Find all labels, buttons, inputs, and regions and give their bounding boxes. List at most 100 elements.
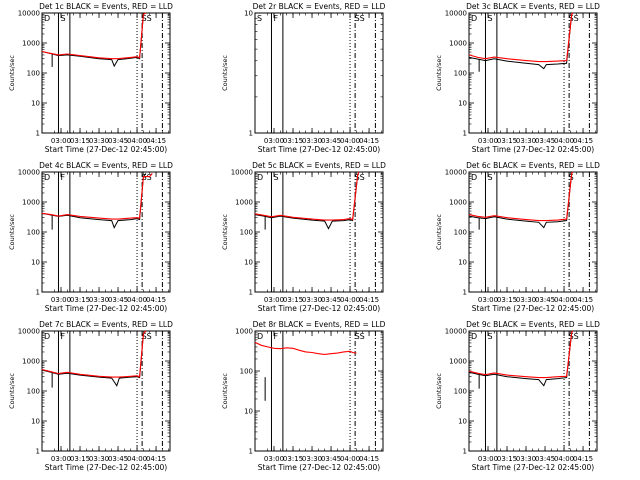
series-line-lld bbox=[41, 173, 153, 220]
x-tick-label: 03:30 bbox=[89, 137, 109, 145]
marker-letter: S bbox=[487, 332, 492, 341]
x-tick-label: 03:00 bbox=[51, 455, 71, 463]
y-tick-label: 10 bbox=[458, 259, 467, 267]
y-tick-label: 1000 bbox=[449, 40, 467, 48]
x-tick-label: 03:00 bbox=[264, 296, 284, 304]
plot-frame bbox=[41, 171, 171, 293]
x-tick-label: 03:00 bbox=[478, 137, 498, 145]
x-tick-label: 03:00 bbox=[478, 296, 498, 304]
marker-letter: D bbox=[257, 332, 263, 341]
y-axis-label: Counts/sec bbox=[8, 214, 16, 250]
x-tick-label: 04:15 bbox=[573, 137, 593, 145]
y-tick-label: 10000 bbox=[445, 328, 467, 336]
series-line-lld bbox=[41, 12, 147, 60]
y-tick-label: 1 bbox=[463, 130, 467, 138]
x-tick-label: 03:30 bbox=[516, 455, 536, 463]
marker-letter: S bbox=[60, 14, 65, 23]
y-axis-label: Counts/sec bbox=[435, 373, 443, 409]
series-line-lld bbox=[41, 330, 147, 378]
x-tick-label: 04:00 bbox=[127, 455, 147, 463]
x-tick-label: 03:45 bbox=[535, 137, 555, 145]
y-axis-label: Counts/sec bbox=[221, 214, 229, 250]
y-tick-label: 1 bbox=[249, 289, 253, 297]
y-tick-label: 10 bbox=[458, 100, 467, 108]
plot-frame bbox=[254, 330, 384, 452]
y-tick-label: 10 bbox=[31, 259, 40, 267]
y-tick-label: 1000 bbox=[235, 199, 253, 207]
x-tick-label: 03:15 bbox=[497, 296, 517, 304]
x-tick-label: 03:45 bbox=[535, 455, 555, 463]
panel-title: Det 4c BLACK = Events, RED = LLD bbox=[39, 161, 173, 170]
y-axis-label: Counts/sec bbox=[8, 373, 16, 409]
x-tick-label: 04:00 bbox=[340, 455, 360, 463]
x-tick-label: 03:15 bbox=[283, 455, 303, 463]
x-tick-label: 03:00 bbox=[264, 455, 284, 463]
marker-letter: F bbox=[60, 332, 65, 341]
x-tick-label: 04:15 bbox=[146, 137, 166, 145]
y-tick-label: 100 bbox=[240, 368, 253, 376]
y-tick-label: 10000 bbox=[18, 328, 40, 336]
y-tick-label: 1000 bbox=[235, 328, 253, 336]
y-tick-label: 10 bbox=[244, 408, 253, 416]
marker-letter: F bbox=[273, 14, 278, 23]
series-line-lld bbox=[468, 330, 574, 379]
series-line-events bbox=[41, 12, 147, 68]
y-tick-label: 10000 bbox=[445, 169, 467, 177]
y-axis-label: Counts/sec bbox=[221, 373, 229, 409]
panel-7: Det 7c BLACK = Events, RED = LLD 1 10 100 10… bbox=[8, 320, 173, 472]
x-tick-label: 03:15 bbox=[283, 296, 303, 304]
y-tick-label: 1 bbox=[36, 448, 40, 456]
y-tick-label: 100 bbox=[27, 229, 40, 237]
x-tick-label: 03:15 bbox=[70, 455, 90, 463]
marker-letter: SS bbox=[569, 332, 579, 341]
x-axis-label: Start Time (27-Dec-12 02:45:00) bbox=[472, 304, 594, 313]
panel-9: Det 9c BLACK = Events, RED = LLD 1 10 100 10… bbox=[435, 320, 600, 472]
marker-letter: D bbox=[44, 173, 50, 182]
panel-title: Det 6c BLACK = Events, RED = LLD bbox=[466, 161, 600, 170]
x-axis-label: Start Time (27-Dec-12 02:45:00) bbox=[258, 145, 380, 154]
marker-letter: F bbox=[60, 173, 65, 182]
marker-letter: S bbox=[273, 173, 278, 182]
x-tick-label: 04:00 bbox=[340, 137, 360, 145]
series-line-lld bbox=[468, 12, 574, 63]
marker-letter: SS bbox=[142, 14, 152, 23]
marker-letter: SS bbox=[569, 14, 579, 23]
y-tick-label: 10 bbox=[244, 10, 253, 18]
plot-frame bbox=[254, 171, 384, 293]
y-tick-label: 10 bbox=[31, 418, 40, 426]
x-tick-label: 04:15 bbox=[359, 455, 379, 463]
x-tick-label: 03:45 bbox=[321, 455, 341, 463]
marker-letter: D bbox=[44, 14, 50, 23]
y-tick-label: 10 bbox=[31, 100, 40, 108]
series-line-events bbox=[468, 171, 574, 229]
x-tick-label: 04:00 bbox=[554, 455, 574, 463]
panel-title: Det 9c BLACK = Events, RED = LLD bbox=[466, 320, 600, 329]
x-tick-label: 03:30 bbox=[516, 296, 536, 304]
marker-letter: SS bbox=[142, 173, 152, 182]
plot-frame bbox=[254, 12, 384, 134]
panel-5: Det 5c BLACK = Events, RED = LLD 1 10 100 10… bbox=[221, 161, 386, 313]
x-tick-label: 04:00 bbox=[127, 137, 147, 145]
x-tick-label: 03:30 bbox=[516, 137, 536, 145]
panel-title: Det 2r BLACK = Events, RED = LLD bbox=[253, 2, 386, 11]
x-axis-label: Start Time (27-Dec-12 02:45:00) bbox=[45, 304, 167, 313]
y-tick-label: 100 bbox=[454, 388, 467, 396]
x-tick-label: 03:00 bbox=[264, 137, 284, 145]
y-tick-label: 1 bbox=[463, 448, 467, 456]
x-tick-label: 04:00 bbox=[554, 296, 574, 304]
y-tick-label: 100 bbox=[240, 229, 253, 237]
y-tick-label: 1000 bbox=[22, 358, 40, 366]
x-tick-label: 03:15 bbox=[283, 137, 303, 145]
marker-letter: SS bbox=[355, 332, 365, 341]
x-tick-label: 04:15 bbox=[573, 296, 593, 304]
y-axis-label: Counts/sec bbox=[435, 55, 443, 91]
x-tick-label: 04:15 bbox=[573, 455, 593, 463]
y-tick-label: 10 bbox=[244, 259, 253, 267]
series-line-lld bbox=[468, 171, 574, 222]
x-tick-label: 03:45 bbox=[108, 455, 128, 463]
y-tick-label: 100 bbox=[27, 388, 40, 396]
marker-letter: SS bbox=[355, 173, 365, 182]
series-line-events bbox=[468, 330, 574, 387]
panel-8: Det 8r BLACK = Events, RED = LLD 1 10 100 10… bbox=[221, 320, 386, 472]
panel-4: Det 4c BLACK = Events, RED = LLD 1 10 100 10… bbox=[8, 161, 173, 313]
